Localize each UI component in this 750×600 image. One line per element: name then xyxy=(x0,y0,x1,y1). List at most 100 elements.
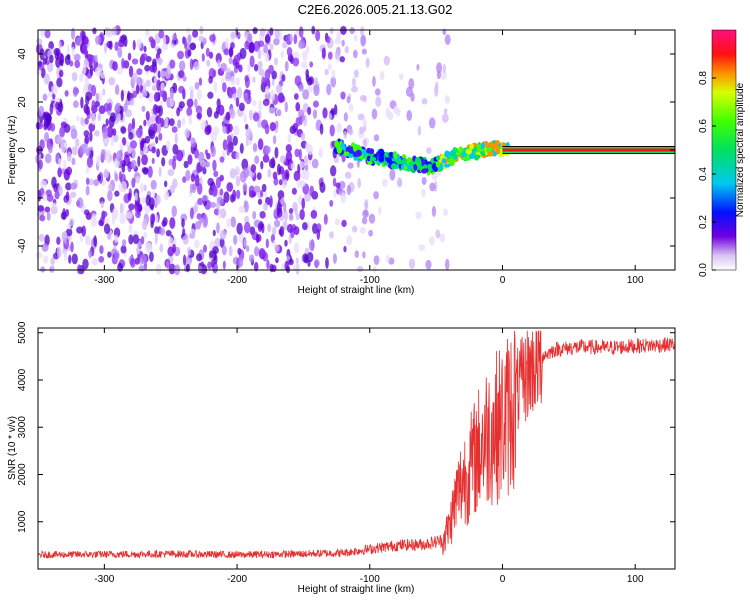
spectrogram-cell xyxy=(228,47,234,57)
spectrogram-cell xyxy=(228,245,233,257)
spectrogram-cell xyxy=(131,117,136,130)
spectrogram-cell xyxy=(91,99,96,111)
spectrogram-cell xyxy=(364,209,368,216)
spectrogram-cell xyxy=(158,166,162,177)
spectrogram-cell xyxy=(46,211,51,221)
spectrogram-cell xyxy=(156,57,163,64)
spectrogram-cell xyxy=(239,170,247,183)
spectrogram-cell xyxy=(374,88,381,96)
spectrogram-cell xyxy=(196,89,203,101)
spectrogram-cell xyxy=(233,54,241,63)
spectrogram-cell xyxy=(90,112,96,125)
spectrogram-cell xyxy=(222,139,228,151)
spectrogram-cell xyxy=(76,115,80,122)
spectrogram-cell xyxy=(48,146,53,154)
y-tick-label: 0 xyxy=(17,147,28,153)
spectrogram-cell xyxy=(119,149,123,158)
spectrogram-cell xyxy=(222,260,226,270)
spectrogram-cell xyxy=(242,182,248,192)
spectrogram-cell xyxy=(139,254,147,265)
spectrogram-cell xyxy=(155,136,159,144)
spectrogram-cell xyxy=(230,31,236,39)
spectrogram-cell xyxy=(339,56,345,63)
spectrogram-cell xyxy=(44,132,50,143)
spectrogram-cell xyxy=(100,149,106,161)
spectrogram-cell xyxy=(425,259,432,270)
snr-panel: -300 -200 -100 0 100 1000 2000 3000 4000 5000 He… xyxy=(7,321,676,595)
spectrogram-cell xyxy=(281,263,285,271)
spectrogram-cell xyxy=(82,63,87,76)
spectrogram-cell xyxy=(347,162,354,169)
spectrogram-cell xyxy=(60,142,67,153)
snr-frame xyxy=(37,327,676,570)
spectrogram-cell xyxy=(82,258,89,270)
spectrogram-cell xyxy=(202,244,208,253)
spectrogram-cell xyxy=(268,158,276,169)
spectrogram-cell xyxy=(319,123,324,135)
spectrogram-cell xyxy=(311,158,319,169)
spectrogram-cell xyxy=(128,203,135,211)
spectrogram-cell xyxy=(99,245,104,255)
spectrogram-cell xyxy=(312,109,318,119)
spectrogram-cell xyxy=(185,169,191,182)
spectrogram-cell xyxy=(159,70,166,78)
spectrogram-cell xyxy=(301,61,308,69)
spectrogram-cell xyxy=(232,189,237,202)
spectrogram-cell xyxy=(57,101,64,113)
spectrogram-cell xyxy=(155,263,162,275)
spectrogram-cell xyxy=(42,93,48,101)
spectrogram-cell xyxy=(136,68,143,76)
spectrogram-cell xyxy=(108,102,112,111)
spectrogram-cell xyxy=(40,152,44,160)
spectrogram-cell xyxy=(393,105,399,114)
spectrogram-cell xyxy=(119,202,123,215)
signal-track-cell xyxy=(469,143,475,150)
spectrogram-cell xyxy=(121,163,126,173)
signal-track-cell xyxy=(416,165,422,170)
spectrogram-cell xyxy=(189,42,196,51)
spectrogram-cell xyxy=(333,104,338,116)
spectrogram-cell xyxy=(288,213,294,221)
spectrogram-cell xyxy=(349,27,355,35)
spectrogram-cell xyxy=(341,219,347,228)
spectrogram-cell xyxy=(174,132,178,145)
spectrogram-cell xyxy=(112,134,119,143)
spectrogram-cell xyxy=(360,34,367,47)
spectrogram-cell xyxy=(252,112,260,122)
spectrogram-cell xyxy=(144,28,150,37)
colorbar-tick-label: 0.6 xyxy=(698,119,709,133)
spectrogram-cell xyxy=(284,101,288,113)
spectrogram-cell xyxy=(327,63,332,71)
spectrogram-cell xyxy=(228,108,236,119)
spectrogram-cell xyxy=(410,92,415,102)
signal-track-cell xyxy=(369,156,377,162)
spectrogram-cell xyxy=(332,177,337,187)
spectrogram-cell xyxy=(163,180,168,188)
spectrogram-cell xyxy=(94,130,100,137)
spectrogram-cell xyxy=(72,86,79,98)
spectrogram-cell xyxy=(172,33,178,41)
snr-x-axis: -300 -200 -100 0 100 xyxy=(94,328,644,585)
spectrogram-cell xyxy=(141,219,148,231)
spectrogram-cell xyxy=(325,257,329,269)
spectrogram-cell xyxy=(183,37,188,50)
spectrogram-cell xyxy=(157,70,161,79)
spectrogram-cell xyxy=(41,243,49,252)
spectrogram-cell xyxy=(161,220,167,228)
spectrogram-cell xyxy=(299,209,305,221)
spectrogram-cell xyxy=(260,189,264,198)
spectrogram-cell xyxy=(288,207,294,215)
spectrogram-cell xyxy=(300,170,306,180)
spectrogram-cell xyxy=(373,255,380,266)
spectrogram-cell xyxy=(171,126,178,133)
spectrogram-cell xyxy=(346,184,352,196)
spectrogram-cell xyxy=(44,234,50,247)
spectrogram-cell xyxy=(254,246,260,257)
spectrogram-cell xyxy=(85,105,91,116)
spectrogram-cell xyxy=(69,218,75,227)
spectrogram-cell xyxy=(212,159,217,172)
spectrogram-cell xyxy=(237,31,241,40)
spectrogram-cell xyxy=(201,195,209,202)
colorbar-tick-label: 0.0 xyxy=(698,263,709,277)
spectrogram-cell xyxy=(92,27,97,35)
